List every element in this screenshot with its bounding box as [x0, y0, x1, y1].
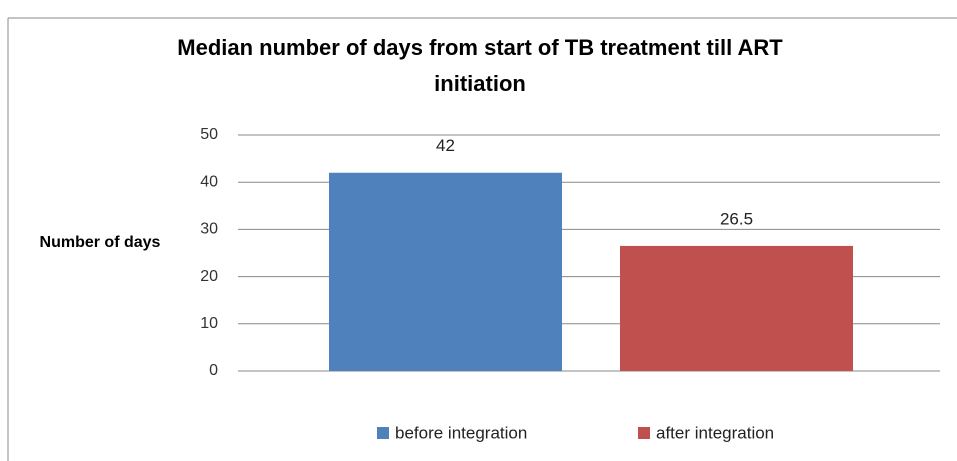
legend-label: after integration: [656, 423, 774, 442]
y-tick-label: 50: [200, 126, 218, 143]
legend-swatch: [377, 427, 389, 439]
bar: [620, 245, 853, 371]
legend-label: before integration: [395, 423, 527, 442]
legend-swatch: [638, 427, 650, 439]
chart-title: Median number of days from start of TB t…: [177, 35, 783, 96]
y-tick-label: 0: [209, 362, 218, 379]
y-tick-label: 20: [200, 268, 218, 285]
data-label: 42: [436, 136, 455, 155]
y-tick-label: 30: [200, 221, 218, 238]
y-axis-label: Number of days: [39, 234, 161, 251]
data-label: 26.5: [720, 209, 753, 228]
y-tick-label: 10: [200, 315, 218, 332]
y-tick-label: 40: [200, 173, 218, 190]
bar: [329, 172, 562, 371]
